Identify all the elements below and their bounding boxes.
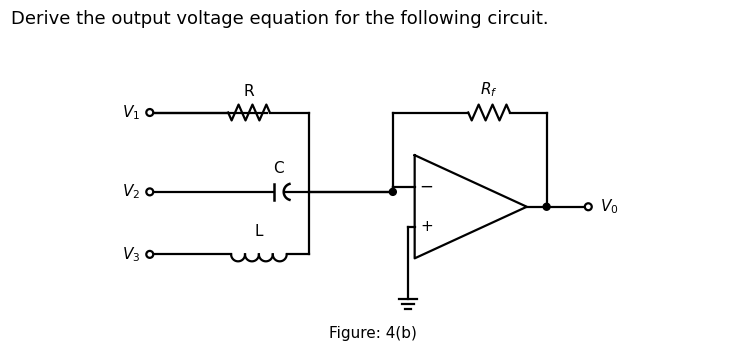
Text: L: L — [255, 225, 263, 239]
Circle shape — [146, 188, 153, 195]
Text: C: C — [273, 161, 284, 176]
Text: $V_1$: $V_1$ — [121, 103, 140, 122]
Text: +: + — [420, 219, 433, 234]
Text: $V_0$: $V_0$ — [600, 197, 619, 216]
Circle shape — [585, 203, 592, 210]
Circle shape — [146, 109, 153, 116]
Circle shape — [146, 251, 153, 258]
Text: Derive the output voltage equation for the following circuit.: Derive the output voltage equation for t… — [11, 10, 548, 28]
Text: $R_f$: $R_f$ — [481, 80, 498, 99]
Text: −: − — [419, 178, 434, 196]
Text: $V_2$: $V_2$ — [121, 183, 140, 201]
Text: Figure: 4(b): Figure: 4(b) — [329, 326, 417, 341]
Text: $V_3$: $V_3$ — [121, 245, 140, 264]
Circle shape — [543, 203, 550, 210]
Text: R: R — [244, 84, 254, 99]
Circle shape — [390, 188, 396, 195]
